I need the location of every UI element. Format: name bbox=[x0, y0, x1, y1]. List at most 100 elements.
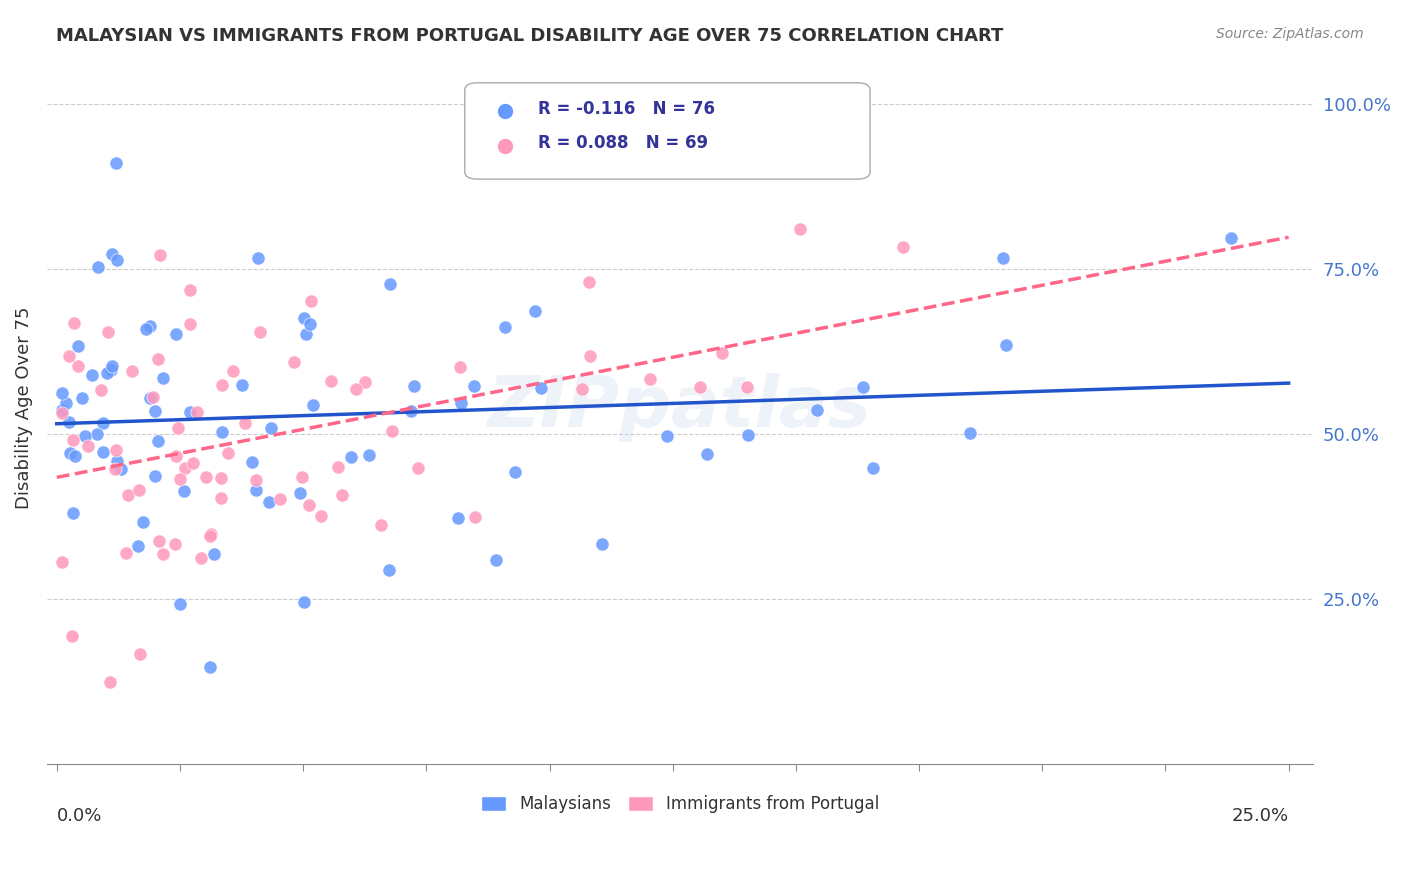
Point bbox=[100, 362, 122, 376]
Point bbox=[97, 325, 120, 339]
Text: 0.0%: 0.0% bbox=[56, 807, 103, 825]
Point bbox=[655, 429, 678, 443]
Point bbox=[995, 338, 1018, 352]
Point bbox=[73, 429, 96, 443]
Point bbox=[152, 547, 174, 561]
Point bbox=[353, 375, 375, 389]
Point bbox=[591, 537, 613, 551]
Point bbox=[735, 380, 758, 394]
Point bbox=[169, 472, 191, 486]
Point bbox=[447, 510, 470, 524]
Text: 25.0%: 25.0% bbox=[1232, 807, 1289, 825]
Point bbox=[135, 322, 157, 336]
Point bbox=[209, 491, 232, 505]
Point bbox=[291, 469, 314, 483]
Point bbox=[696, 447, 718, 461]
Point bbox=[105, 443, 128, 458]
Text: ZIPpatlas: ZIPpatlas bbox=[488, 373, 872, 442]
Point bbox=[115, 546, 138, 560]
Point bbox=[128, 483, 150, 497]
Point bbox=[146, 434, 169, 448]
Legend: Malaysians, Immigrants from Portugal: Malaysians, Immigrants from Portugal bbox=[474, 789, 886, 820]
Point bbox=[233, 416, 256, 430]
Point bbox=[80, 368, 103, 383]
Point bbox=[91, 416, 114, 430]
Point bbox=[993, 251, 1015, 265]
Point bbox=[63, 449, 86, 463]
Point bbox=[292, 310, 315, 325]
Point bbox=[359, 448, 381, 462]
Point bbox=[55, 396, 77, 410]
Point bbox=[105, 253, 128, 268]
Text: MALAYSIAN VS IMMIGRANTS FROM PORTUGAL DISABILITY AGE OVER 75 CORRELATION CHART: MALAYSIAN VS IMMIGRANTS FROM PORTUGAL DI… bbox=[56, 27, 1004, 45]
Point bbox=[58, 416, 80, 430]
Point bbox=[737, 428, 759, 442]
Point bbox=[402, 378, 425, 392]
Text: R = -0.116   N = 76: R = -0.116 N = 76 bbox=[538, 100, 716, 119]
Point bbox=[852, 380, 875, 394]
Point bbox=[578, 275, 600, 289]
Point bbox=[309, 508, 332, 523]
Point bbox=[211, 425, 233, 439]
Point bbox=[181, 456, 204, 470]
Point bbox=[200, 529, 222, 543]
Point bbox=[200, 527, 222, 541]
Point bbox=[62, 506, 84, 520]
Point bbox=[152, 371, 174, 385]
Point bbox=[530, 381, 553, 395]
Point bbox=[523, 304, 546, 318]
Point bbox=[173, 460, 195, 475]
Point bbox=[806, 403, 828, 417]
Point bbox=[67, 359, 90, 373]
Point bbox=[449, 360, 471, 375]
Point bbox=[571, 382, 593, 396]
Point bbox=[319, 374, 342, 388]
Point bbox=[173, 483, 195, 498]
Point bbox=[689, 380, 711, 394]
Point bbox=[381, 425, 404, 439]
Point bbox=[344, 382, 367, 396]
Point bbox=[91, 445, 114, 459]
Point bbox=[110, 462, 132, 476]
Point bbox=[131, 515, 153, 529]
Point bbox=[245, 483, 267, 498]
Point bbox=[217, 446, 239, 460]
Point bbox=[301, 293, 323, 308]
Point bbox=[87, 260, 110, 274]
Point bbox=[169, 597, 191, 611]
Point bbox=[198, 660, 221, 674]
Point bbox=[378, 563, 401, 577]
Point bbox=[104, 461, 127, 475]
Point bbox=[186, 405, 208, 419]
Point bbox=[98, 675, 121, 690]
Point bbox=[143, 469, 166, 483]
Point bbox=[638, 372, 661, 386]
Point bbox=[60, 629, 83, 643]
Point bbox=[299, 317, 322, 331]
Point bbox=[117, 488, 139, 502]
Point bbox=[167, 421, 190, 435]
Point bbox=[295, 326, 318, 341]
Point bbox=[450, 396, 472, 410]
Point bbox=[100, 247, 122, 261]
Point bbox=[406, 461, 429, 475]
Point bbox=[143, 403, 166, 417]
Point bbox=[463, 378, 485, 392]
Point bbox=[148, 533, 170, 548]
Point bbox=[149, 248, 172, 262]
Point bbox=[503, 465, 526, 479]
Point bbox=[211, 377, 233, 392]
Point bbox=[269, 491, 291, 506]
FancyBboxPatch shape bbox=[465, 83, 870, 179]
Point bbox=[63, 316, 86, 330]
Point bbox=[77, 439, 100, 453]
Text: Source: ZipAtlas.com: Source: ZipAtlas.com bbox=[1216, 27, 1364, 41]
Point bbox=[209, 471, 232, 485]
Point bbox=[298, 498, 321, 512]
Point bbox=[142, 391, 165, 405]
Point bbox=[245, 473, 267, 487]
Point bbox=[179, 405, 201, 419]
Point bbox=[485, 553, 508, 567]
Text: R = 0.088   N = 69: R = 0.088 N = 69 bbox=[538, 135, 709, 153]
Point bbox=[302, 398, 325, 412]
